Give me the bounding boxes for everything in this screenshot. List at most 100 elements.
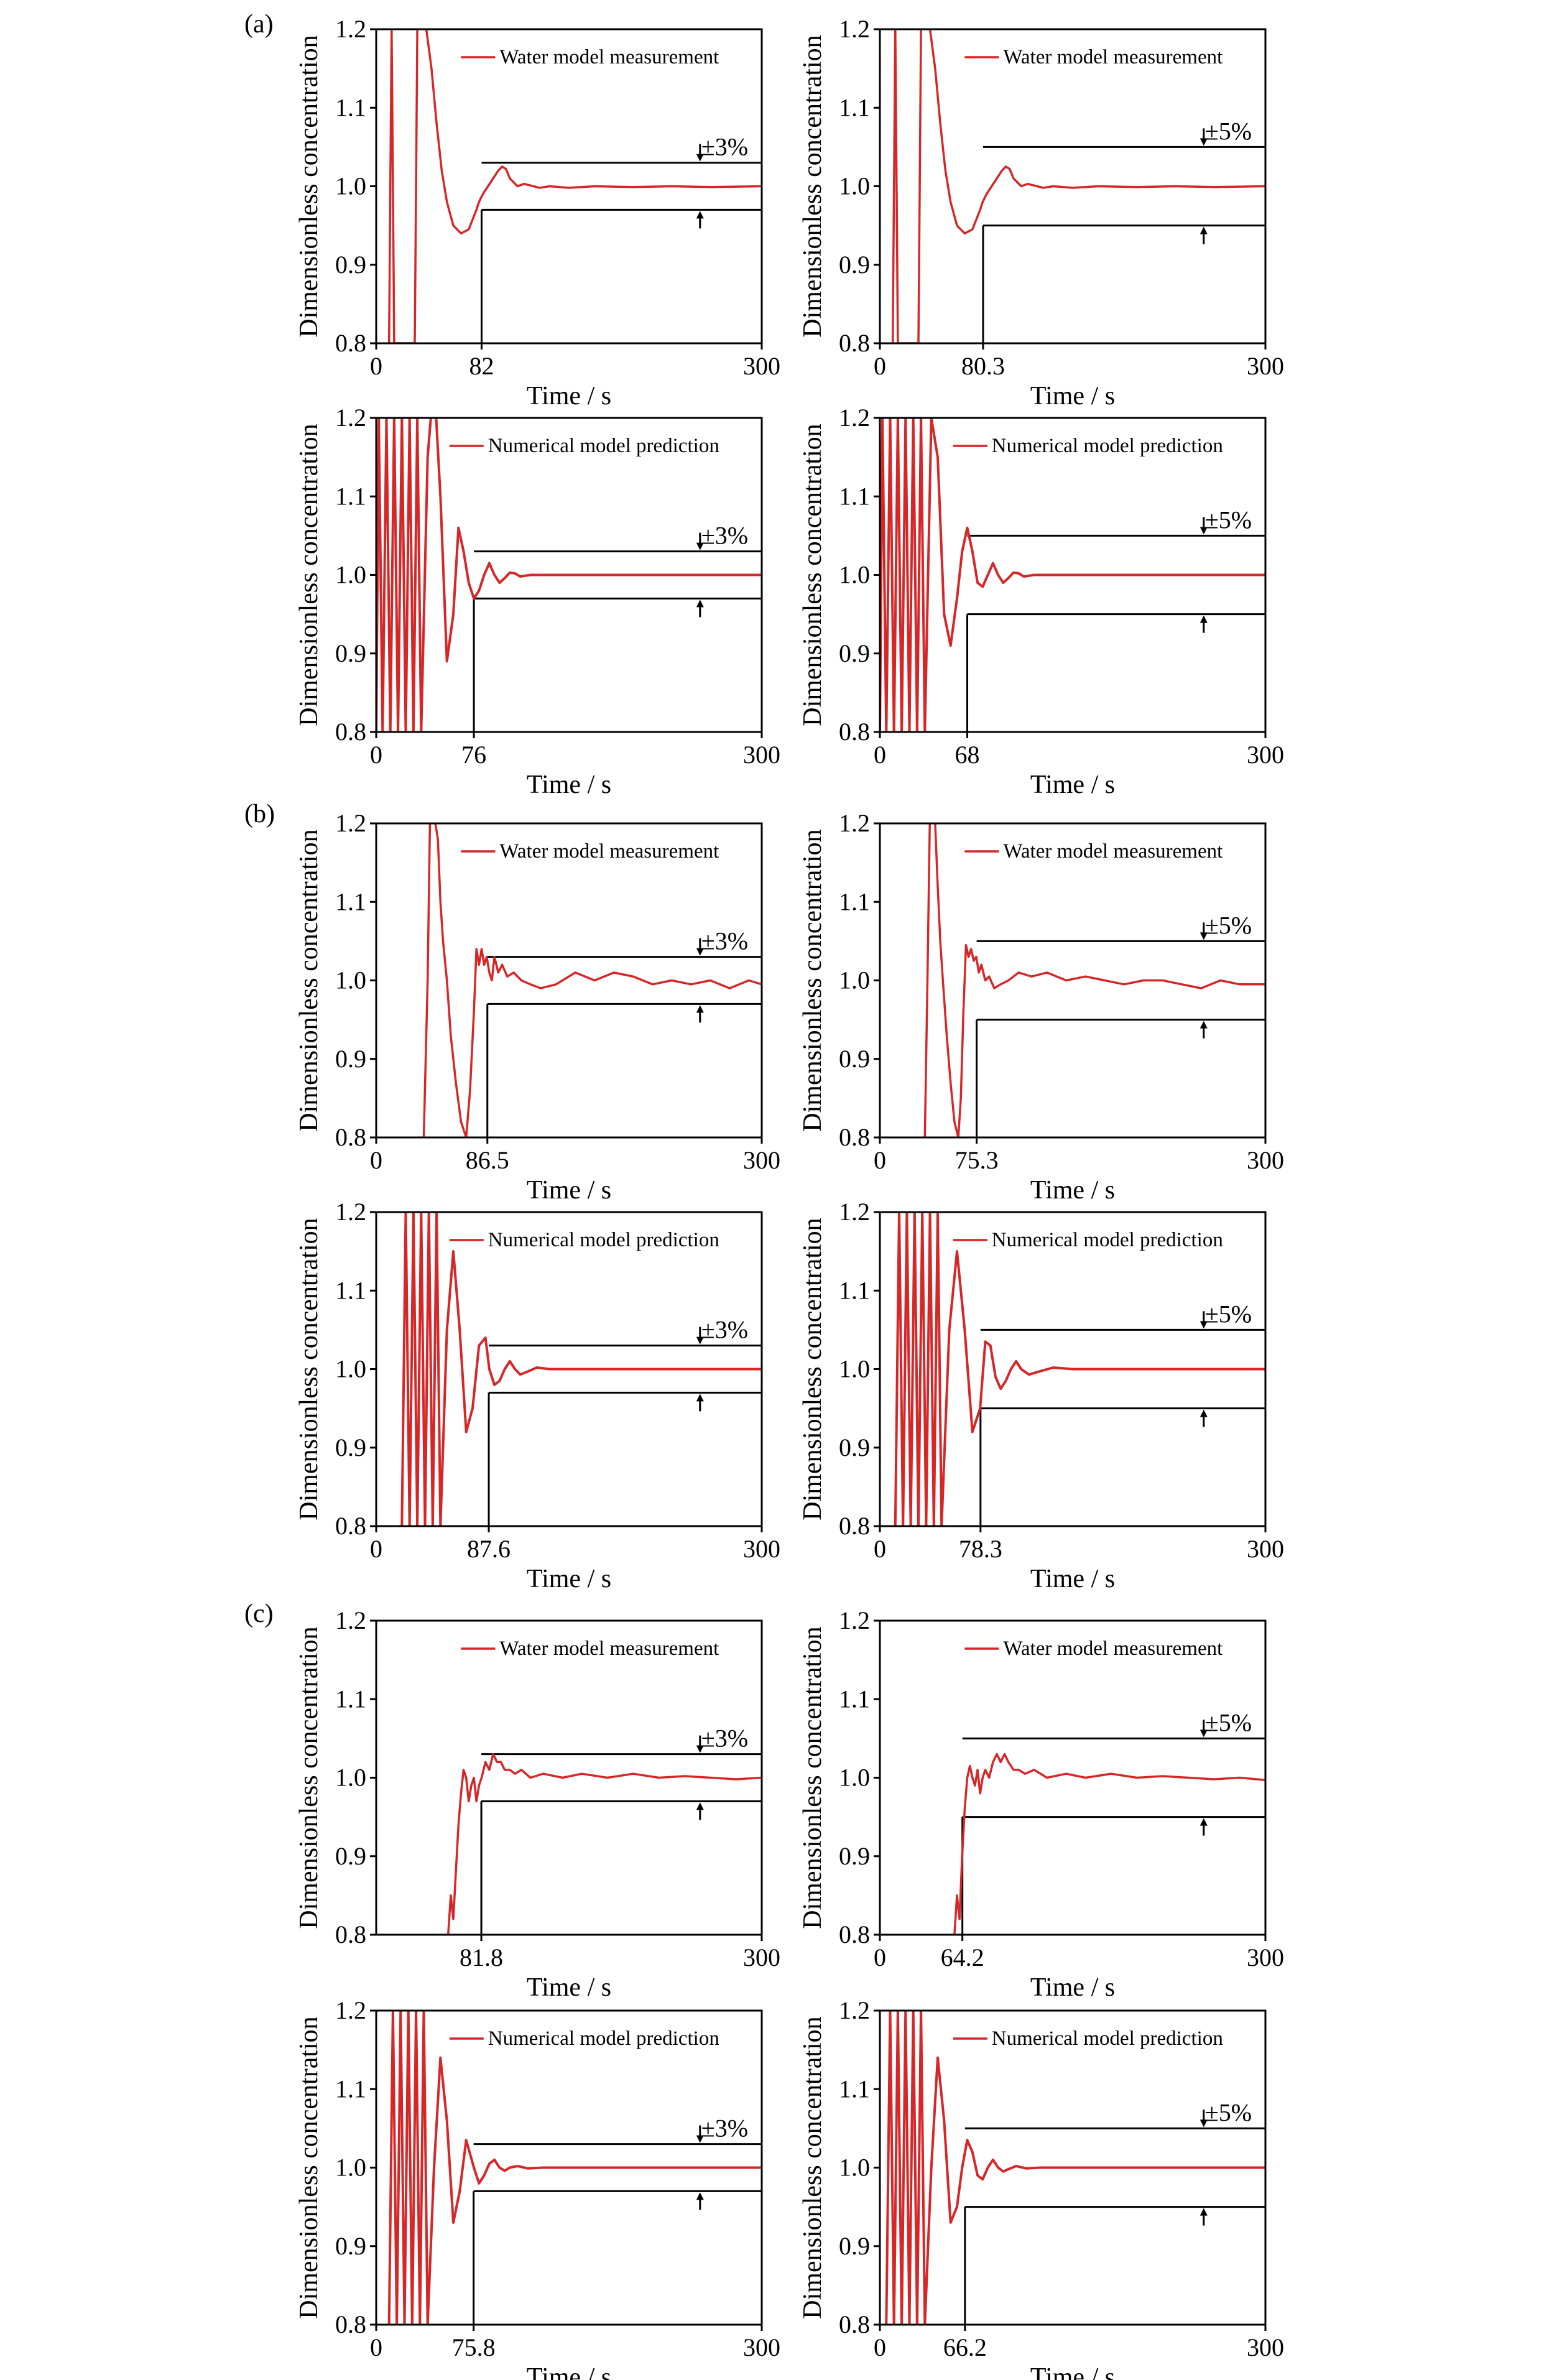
y-tick-label: 1.2	[839, 1606, 870, 1634]
series-line	[387, 2011, 762, 2325]
x-tick-label: 300	[743, 1535, 780, 1563]
y-axis-label: Dimensionless concentration	[295, 1218, 323, 1520]
y-tick-label: 1.0	[839, 966, 870, 994]
x-tick-label: 300	[743, 741, 780, 769]
x-tick-label: 0	[370, 1146, 382, 1174]
panel-label-b: (b)	[244, 800, 275, 828]
arrowhead-up	[1200, 615, 1208, 623]
y-tick-label: 0.9	[335, 1433, 366, 1461]
arrowhead-down	[1200, 1729, 1208, 1738]
y-tick-label: 1.2	[335, 1198, 366, 1226]
x-tick-label: 75.3	[955, 1146, 999, 1174]
x-tick-label: 300	[743, 1943, 780, 1971]
y-tick-label: 0.9	[839, 1433, 870, 1461]
y-tick-label: 1.1	[335, 482, 366, 510]
legend-label: Water model measurement	[1003, 840, 1223, 863]
chart-4: ±5% 0.8 0.9 1.0 1.1 1.2 0 68 300 Time / s Dimensio…	[798, 404, 1284, 799]
series-line	[422, 823, 762, 1137]
x-axis-label: Time / s	[527, 1565, 611, 1593]
y-tick-label: 1.0	[335, 1764, 366, 1792]
x-tick-label: 300	[1247, 352, 1284, 380]
y-tick-label: 0.9	[335, 251, 366, 279]
x-axis-label: Time / s	[527, 1176, 611, 1205]
x-tick-label: 64.2	[941, 1943, 984, 1971]
x-axis-label: Time / s	[527, 382, 611, 410]
x-tick-label: 0	[370, 741, 382, 769]
legend-label: Water model measurement	[1003, 46, 1223, 68]
y-tick-label: 0.8	[335, 718, 366, 746]
x-tick-label: 300	[1247, 1146, 1284, 1174]
arrowhead-down	[1200, 2119, 1208, 2128]
y-tick-label: 0.9	[335, 1842, 366, 1870]
arrowhead-down	[696, 154, 704, 162]
y-tick-label: 1.2	[839, 1198, 870, 1226]
y-axis-label: Dimensionless concentration	[798, 35, 827, 337]
arrowhead-up	[1200, 1021, 1208, 1029]
chart-1: ±3% 0.8 0.9 1.0 1.1 1.2 0 82 300 Time / s Dimensio…	[295, 15, 780, 410]
series-line	[446, 1753, 762, 1935]
tolerance-label: ±5%	[1205, 911, 1252, 939]
arrowhead-down	[1200, 1321, 1208, 1329]
legend-label: Water model measurement	[499, 1637, 719, 1660]
y-tick-label: 0.9	[839, 639, 870, 667]
y-tick-label: 1.0	[839, 1355, 870, 1383]
y-tick-label: 1.1	[335, 2075, 366, 2103]
x-tick-label: 300	[1247, 1535, 1284, 1563]
y-tick-label: 1.1	[839, 93, 870, 121]
y-axis-label: Dimensionless concentration	[295, 1626, 323, 1929]
x-tick-label: 78.3	[959, 1535, 1002, 1563]
y-tick-label: 0.8	[839, 1123, 870, 1151]
y-tick-label: 0.8	[335, 1512, 366, 1540]
y-tick-label: 1.1	[335, 1276, 366, 1304]
legend-label: Water model measurement	[499, 46, 719, 68]
tolerance-label: ±3%	[701, 133, 748, 161]
y-tick-label: 1.1	[839, 482, 870, 510]
y-tick-label: 0.9	[839, 251, 870, 279]
panel-label-a: (a)	[244, 10, 274, 39]
y-tick-label: 0.8	[839, 2310, 870, 2338]
tolerance-label: ±5%	[1205, 506, 1252, 534]
arrowhead-down	[696, 2135, 704, 2143]
y-axis-label: Dimensionless concentration	[798, 424, 827, 726]
arrowhead-down	[1200, 932, 1208, 940]
y-tick-label: 1.2	[335, 1606, 366, 1634]
tolerance-label: ±3%	[701, 1316, 748, 1344]
y-tick-label: 1.2	[335, 809, 366, 837]
legend-label: Water model measurement	[1003, 1637, 1223, 1660]
x-axis-label: Time / s	[1030, 1973, 1115, 2002]
legend-label: Numerical model prediction	[992, 435, 1223, 457]
y-tick-label: 1.1	[839, 2075, 870, 2103]
series-line	[891, 29, 1265, 343]
y-axis-label: Dimensionless concentration	[295, 35, 323, 337]
x-axis-label: Time / s	[527, 771, 611, 799]
y-tick-label: 1.0	[335, 966, 366, 994]
series-line	[400, 1212, 762, 1526]
x-tick-label: 300	[743, 352, 780, 380]
legend-label: Numerical model prediction	[992, 1229, 1223, 1251]
x-tick-label: 0	[370, 352, 382, 380]
y-tick-label: 0.8	[839, 1512, 870, 1540]
y-tick-label: 0.8	[335, 1920, 366, 1948]
chart-10: ±5% 0.8 0.9 1.0 1.1 1.2 0 64.2 300 Time / s Dimens…	[798, 1606, 1284, 2002]
y-tick-label: 1.1	[839, 887, 870, 915]
x-tick-label: 75.8	[452, 2333, 496, 2361]
series-line	[953, 1753, 1265, 1935]
chart-7: ±3% 0.8 0.9 1.0 1.1 1.2 0 87.6 300 Time / s Dimens…	[295, 1198, 780, 1593]
series-line	[923, 823, 1265, 1137]
series-line	[894, 1212, 1265, 1526]
x-tick-label: 300	[1247, 1943, 1284, 1971]
x-tick-label: 0	[874, 1943, 886, 1971]
arrowhead-down	[696, 948, 704, 956]
series-line	[885, 2011, 1265, 2325]
x-tick-label: 0	[874, 352, 886, 380]
y-tick-label: 1.0	[839, 172, 870, 200]
arrowhead-down	[696, 1745, 704, 1753]
y-tick-label: 1.0	[839, 2154, 870, 2182]
x-tick-label: 66.2	[943, 2333, 987, 2361]
y-axis-label: Dimensionless concentration	[295, 829, 323, 1131]
y-tick-label: 1.0	[839, 561, 870, 589]
arrowhead-down	[696, 542, 704, 550]
arrowhead-up	[1200, 226, 1208, 234]
x-axis-label: Time / s	[1030, 2363, 1115, 2380]
